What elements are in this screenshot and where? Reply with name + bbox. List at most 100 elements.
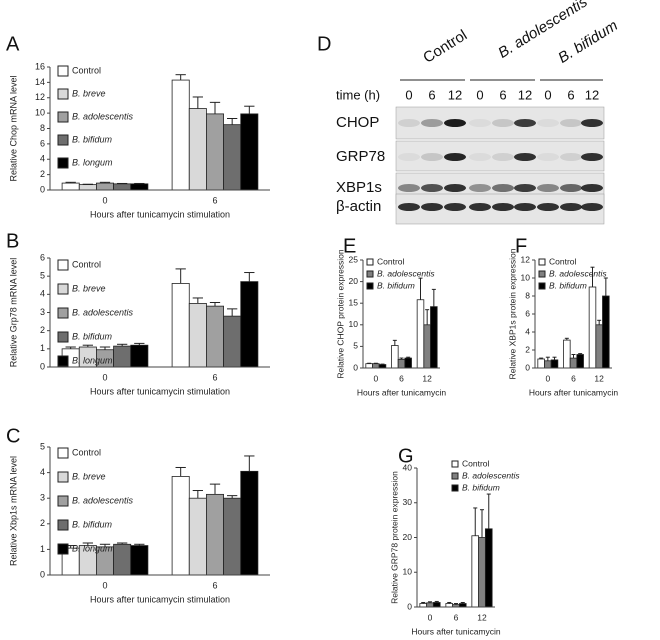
blot-band (421, 203, 443, 211)
bar (416, 299, 425, 369)
bar (550, 359, 559, 369)
bar (378, 364, 387, 369)
x-axis-label: Hours after tunicamycin stimulation (90, 594, 230, 604)
legend-label: B. breve (72, 88, 106, 98)
x-tick-label: 6 (212, 580, 217, 590)
bar (171, 476, 190, 576)
y-tick-label: 3 (40, 493, 45, 503)
bar (240, 470, 259, 576)
legend-label: B. breve (72, 283, 106, 293)
blot-band (560, 203, 582, 211)
y-tick-label: 3 (40, 307, 45, 317)
legend-swatch (57, 447, 69, 459)
time-label: time (h) (336, 87, 380, 102)
blot-band (444, 119, 466, 127)
bar (113, 183, 132, 191)
x-tick-label: 6 (212, 195, 217, 205)
bar (537, 358, 545, 369)
bar (223, 124, 242, 191)
x-tick-label: 12 (477, 612, 487, 622)
x-tick-label: 0 (102, 580, 107, 590)
bar (240, 281, 259, 368)
y-tick-label: 10 (35, 108, 45, 118)
legend-label: B. breve (72, 471, 106, 481)
legend-label: Control (72, 259, 101, 269)
bar (206, 305, 224, 368)
y-tick-label: 16 (35, 61, 45, 71)
blot-band (514, 184, 536, 192)
legend-swatch (538, 282, 546, 290)
x-axis-label: Hours after tunicamycin (357, 387, 447, 397)
bar (96, 182, 114, 191)
x-axis-label: Hours after tunicamycin (411, 626, 501, 636)
y-tick-label: 1 (40, 343, 45, 353)
y-axis-label: Relative CHOP protein expression (335, 249, 345, 379)
legend-label: Control (462, 458, 490, 468)
legend-label: Control (549, 256, 577, 266)
x-tick-label: 6 (571, 373, 576, 383)
bar (223, 315, 242, 368)
bar (432, 602, 441, 608)
legend-swatch (57, 65, 69, 77)
blot-band (398, 119, 420, 127)
x-tick-label: 0 (102, 372, 107, 382)
legend-label: B. adolescentis (72, 495, 134, 505)
legend-swatch (451, 472, 459, 480)
y-tick-label: 0 (40, 569, 45, 579)
y-tick-label: 12 (521, 254, 531, 264)
x-tick-label: 0 (373, 373, 378, 383)
y-tick-label: 40 (403, 462, 413, 472)
legend-swatch (57, 283, 69, 295)
blot-band (398, 153, 420, 161)
bar (188, 303, 207, 368)
time-point: 12 (518, 87, 532, 102)
legend-label: B. bifidum (72, 519, 113, 529)
blot-band (581, 153, 603, 161)
legend-swatch (366, 270, 374, 278)
bar (223, 497, 242, 576)
x-tick-label: 6 (399, 373, 404, 383)
panel-letter: E (343, 235, 356, 257)
x-axis-label: Hours after tunicamycin stimulation (90, 386, 230, 396)
bar (426, 602, 434, 608)
bar (171, 79, 190, 191)
legend-swatch (57, 111, 69, 123)
legend-label: B. adolescentis (377, 268, 435, 278)
legend-label: B. longum (72, 157, 113, 167)
panel-letter: A (6, 33, 20, 55)
x-tick-label: 12 (594, 373, 604, 383)
time-point: 12 (448, 87, 462, 102)
y-tick-label: 2 (40, 325, 45, 335)
y-tick-label: 20 (349, 276, 359, 286)
blot-band (492, 153, 514, 161)
y-tick-label: 0 (40, 184, 45, 194)
blot-band (469, 184, 491, 192)
legend-label: Control (72, 65, 101, 75)
y-axis-label: Relative Grp78 mRNA level (8, 258, 18, 368)
legend-swatch (57, 259, 69, 271)
blot-band (444, 184, 466, 192)
legend-label: B. longum (72, 355, 113, 365)
blot-band (560, 184, 582, 192)
bar (471, 535, 480, 608)
legend-swatch (57, 331, 69, 343)
y-tick-label: 5 (40, 271, 45, 281)
x-tick-label: 6 (212, 372, 217, 382)
blot-strip (395, 106, 605, 140)
x-axis-label: Hours after tunicamycin (529, 387, 619, 397)
blot-band (421, 119, 443, 127)
blot-band (492, 203, 514, 211)
row-label: β-actin (336, 198, 381, 215)
panel-letter: B (6, 230, 19, 252)
blot-band (469, 153, 491, 161)
blot-band (398, 203, 420, 211)
bar (372, 363, 380, 369)
y-tick-label: 0 (525, 362, 530, 372)
bar (404, 357, 412, 369)
blot-band (537, 184, 559, 192)
bar (569, 357, 578, 369)
time-point: 6 (428, 87, 435, 102)
bar (113, 543, 132, 576)
legend-swatch (57, 495, 69, 507)
bar (113, 345, 132, 368)
